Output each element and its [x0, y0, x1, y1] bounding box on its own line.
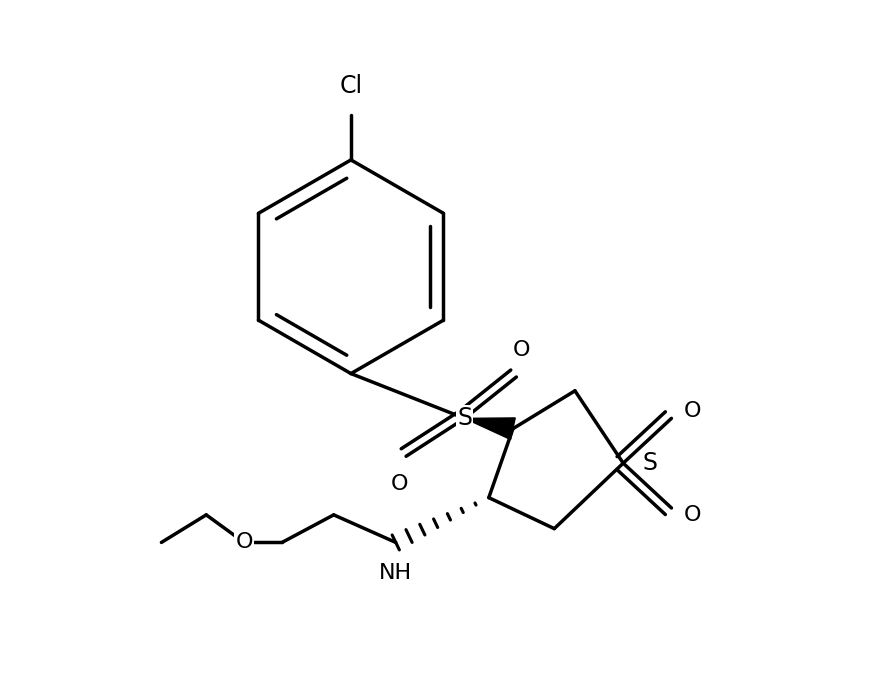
Polygon shape: [464, 418, 515, 439]
Text: O: O: [391, 473, 408, 493]
Text: O: O: [235, 532, 253, 552]
Text: Cl: Cl: [339, 74, 362, 98]
Text: S: S: [457, 406, 472, 430]
Text: S: S: [643, 451, 657, 475]
Text: O: O: [684, 505, 702, 525]
Text: O: O: [513, 340, 531, 360]
Text: NH: NH: [379, 563, 412, 583]
Text: O: O: [684, 401, 702, 421]
